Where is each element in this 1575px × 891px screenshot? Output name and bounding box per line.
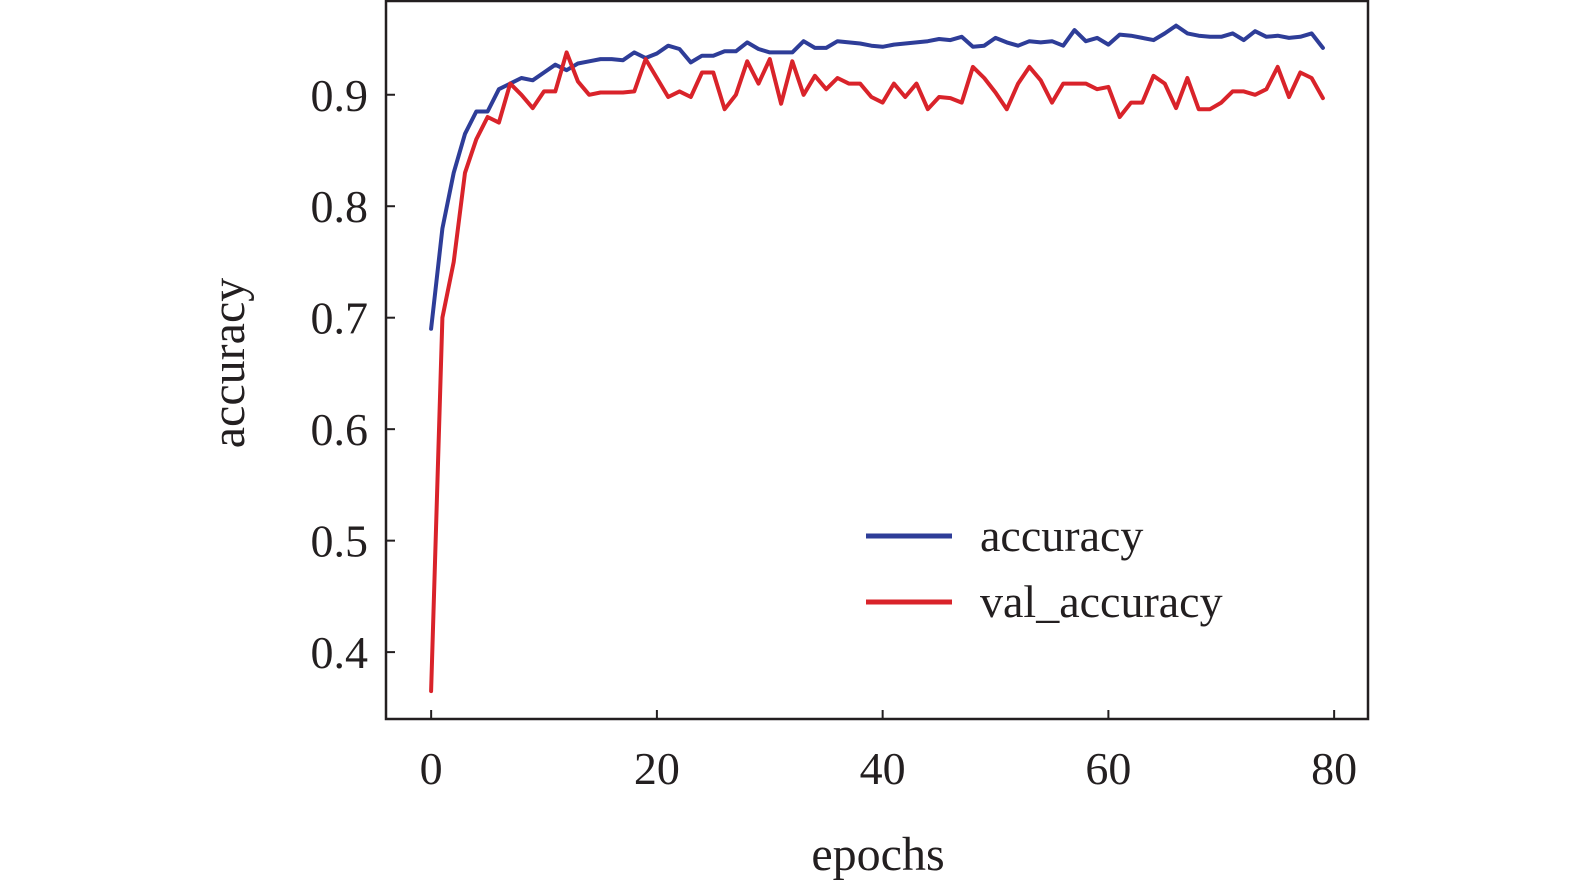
plot-frame (384, 0, 1370, 721)
y-tick-label: 0.5 (311, 516, 369, 567)
x-axis-title: epochs (811, 828, 944, 881)
y-tick-label: 0.9 (311, 70, 369, 121)
x-tick-label: 60 (1085, 743, 1131, 794)
x-tick-label: 40 (860, 743, 906, 794)
y-tick-label: 0.8 (311, 181, 369, 232)
series-line-val-accuracy (429, 50, 1325, 694)
series-line-accuracy (429, 23, 1325, 331)
y-tick-label: 0.4 (311, 627, 369, 678)
x-tick-label: 80 (1311, 743, 1357, 794)
y-tick-label: 0.6 (311, 404, 369, 455)
x-tick-label: 0 (420, 743, 443, 794)
x-tick-label: 20 (634, 743, 680, 794)
legend-label-val-accuracy: val_accuracy (980, 576, 1223, 627)
y-axis-title: accuracy (202, 278, 255, 449)
y-tick-label: 0.7 (311, 293, 369, 344)
legend-label-accuracy: accuracy (980, 510, 1143, 561)
